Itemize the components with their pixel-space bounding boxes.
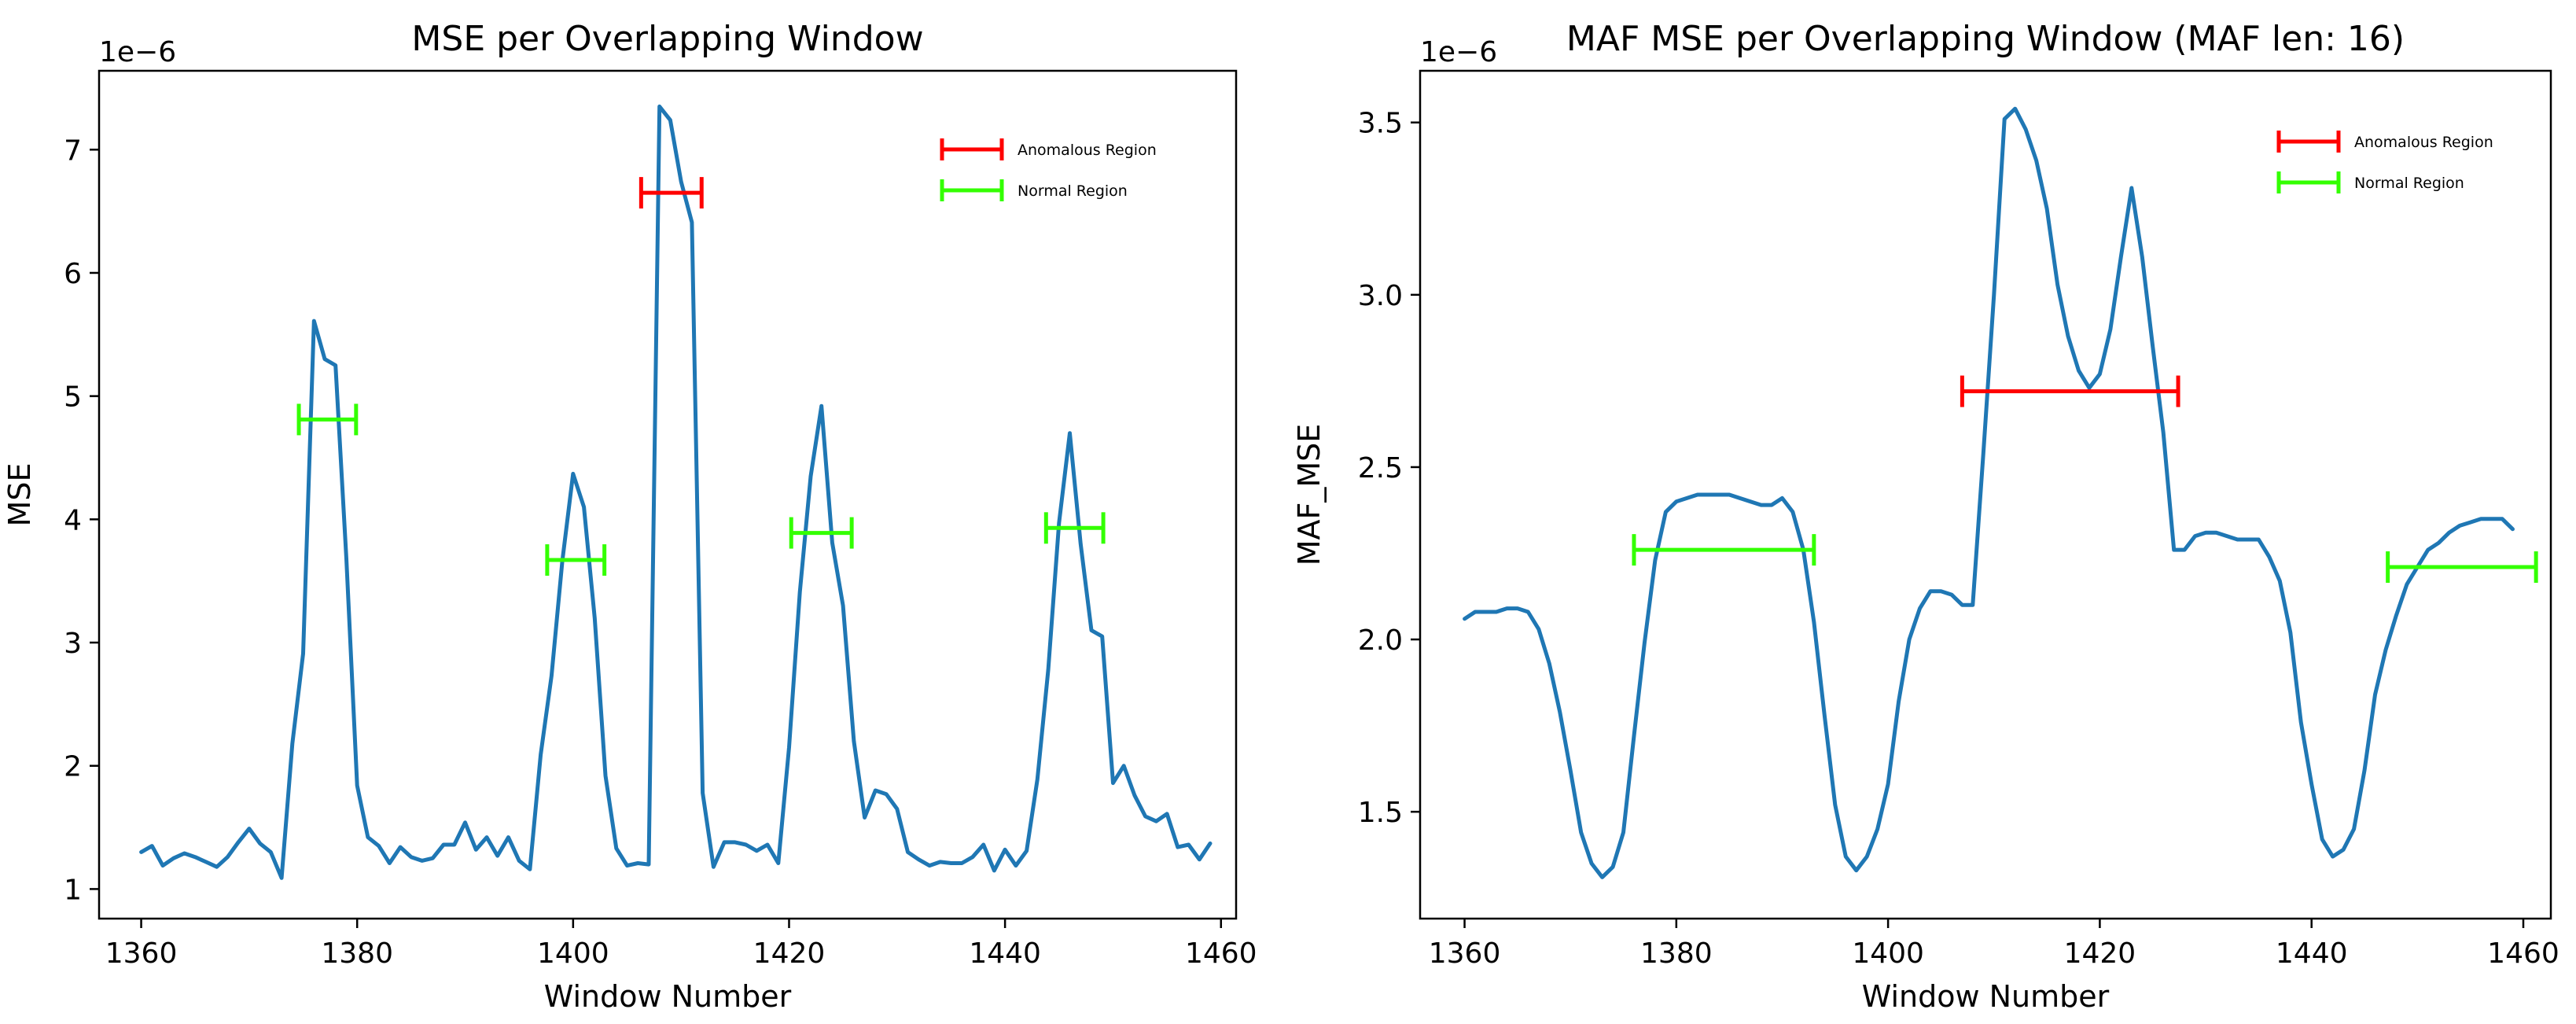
x-tick-label: 1380 <box>321 937 393 970</box>
x-tick-label: 1400 <box>1852 937 1924 970</box>
normal-region-marker <box>1632 534 1816 566</box>
x-tick-label: 1420 <box>2064 937 2136 970</box>
x-axis-label: Window Number <box>1862 979 2110 1014</box>
x-tick-label: 1460 <box>2487 937 2559 970</box>
y-axis-label: MAF_MSE <box>1292 424 1327 566</box>
x-tick-label: 1440 <box>969 937 1041 970</box>
y-tick-label: 3.0 <box>1358 280 1403 312</box>
x-tick-label: 1380 <box>1640 937 1713 970</box>
y-tick-label: 6 <box>64 258 82 290</box>
anomalous-region-marker <box>1960 375 2180 407</box>
y-tick-label: 4 <box>64 504 82 536</box>
x-tick-label: 1400 <box>537 937 609 970</box>
legend: Anomalous Region Normal Region <box>940 138 1157 201</box>
legend-label: Anomalous Region <box>1018 142 1157 159</box>
legend-entry: Normal Region <box>940 179 1128 201</box>
y-tick-label: 1.5 <box>1358 797 1403 829</box>
data-series-line <box>1463 106 2515 879</box>
axis-offset-label: 1e−6 <box>99 36 176 68</box>
y-tick-label: 7 <box>64 134 82 167</box>
y-axis-label: MSE <box>2 463 37 527</box>
maf-mse-chart-panel: MAF MSE per Overlapping Window (MAF len:… <box>1292 19 2559 1014</box>
legend-label: Anomalous Region <box>2354 134 2493 151</box>
x-tick-label: 1360 <box>1429 937 1501 970</box>
normal-region-marker <box>789 517 854 549</box>
y-tick-label: 5 <box>64 381 82 414</box>
y-tick-label: 3.5 <box>1358 108 1403 140</box>
axis-offset-label: 1e−6 <box>1420 36 1497 68</box>
x-tick-label: 1440 <box>2276 937 2348 970</box>
y-tick-label: 2.5 <box>1358 452 1403 484</box>
plot-area-frame <box>98 69 1238 920</box>
chart-title: MAF MSE per Overlapping Window (MAF len:… <box>1566 19 2405 59</box>
data-series-line <box>139 104 1213 880</box>
anomalous-region-marker <box>638 177 704 209</box>
legend-label: Normal Region <box>2354 175 2464 192</box>
y-tick-label: 3 <box>64 628 82 660</box>
legend-entry: Normal Region <box>2276 171 2464 193</box>
y-tick-label: 2 <box>64 751 82 783</box>
plot-area-frame <box>1419 69 2552 920</box>
y-tick-label: 1 <box>64 874 82 906</box>
legend-entry: Anomalous Region <box>2276 131 2493 153</box>
x-tick-label: 1420 <box>753 937 826 970</box>
x-tick-label: 1460 <box>1185 937 1257 970</box>
x-tick-label: 1360 <box>105 937 178 970</box>
normal-region-marker <box>296 403 359 436</box>
normal-region-marker <box>1043 512 1106 544</box>
y-tick-label: 2.0 <box>1358 624 1403 657</box>
legend-entry: Anomalous Region <box>940 138 1157 160</box>
normal-region-marker <box>2386 551 2538 584</box>
x-axis-label: Window Number <box>544 979 792 1014</box>
legend: Anomalous Region Normal Region <box>2276 131 2493 193</box>
chart-title: MSE per Overlapping Window <box>411 19 923 59</box>
legend-label: Normal Region <box>1018 182 1128 200</box>
normal-region-marker <box>545 544 607 576</box>
